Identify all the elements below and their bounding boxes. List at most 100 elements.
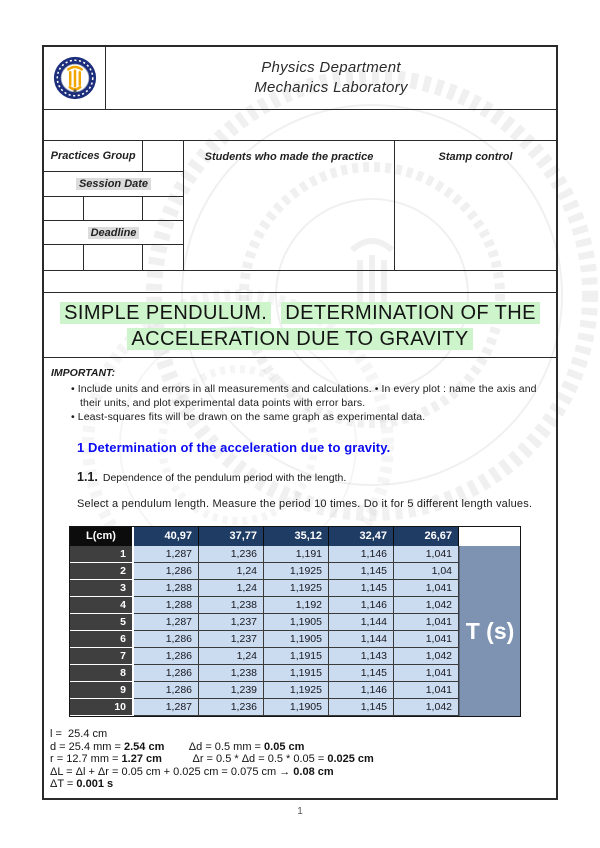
period-value-cell: 1,041: [394, 546, 459, 563]
period-value-cell: 1,146: [329, 546, 394, 563]
period-value-cell: 1,24: [199, 563, 264, 580]
period-value-cell: 1,24: [199, 648, 264, 665]
period-value-cell: 1,1925: [264, 563, 329, 580]
trial-number-cell: 9: [70, 682, 134, 699]
document-border-box: Physics Department Mechanics Laboratory …: [42, 45, 558, 800]
trial-number-cell: 8: [70, 665, 134, 682]
practice-info-form: Practices Group Session Date Deadline: [44, 141, 556, 271]
calc-line: l = 25.4 cm: [50, 728, 108, 740]
length-value-cell: 26,67: [394, 527, 459, 546]
length-header-cells: 40,97 37,77 35,12 32,47 26,67: [134, 527, 459, 546]
trial-number-cell: 1: [70, 546, 134, 563]
trial-number-cell: 3: [70, 580, 134, 597]
period-value-cell: 1,042: [394, 699, 459, 716]
period-value-cell: 1,042: [394, 597, 459, 614]
table-row: 5 1,287 1,237 1,1905 1,144 1,041: [70, 614, 459, 631]
title-box: SIMPLE PENDULUM. DETERMINATION OF THE ACC…: [44, 293, 556, 358]
department-line1: Physics Department: [261, 59, 401, 76]
main-content: IMPORTANT: • Include units and errors in…: [44, 358, 556, 798]
period-unit-label: T (s): [465, 617, 515, 644]
period-value-cell: 1,286: [134, 648, 199, 665]
trial-number-cell: 10: [70, 699, 134, 716]
department-header: Physics Department Mechanics Laboratory: [106, 47, 556, 109]
important-bullets: • Include units and errors in all measur…: [71, 382, 537, 424]
stamp-control-label: Stamp control: [438, 151, 513, 163]
period-value-cell: 1,145: [329, 563, 394, 580]
deadline-year-cell: [143, 245, 183, 270]
deadline-day-cell: [44, 245, 84, 270]
period-value-cell: 1,238: [199, 597, 264, 614]
period-value-cell: 1,1905: [264, 699, 329, 716]
period-value-cell: 1,287: [134, 546, 199, 563]
period-measurement-table: L(cm) 40,97 37,77 35,12 32,47 26,67 1 1,287 1,…: [69, 526, 521, 717]
period-value-cell: 1,04: [394, 563, 459, 580]
session-date-month-cell: [84, 197, 144, 220]
table-row: 6 1,286 1,237 1,1905 1,144 1,041: [70, 631, 459, 648]
period-value-cell: 1,041: [394, 614, 459, 631]
table-row: 3 1,288 1,24 1,1925 1,145 1,041: [70, 580, 459, 597]
period-value-cell: 1,144: [329, 631, 394, 648]
title-part2: DETERMINATION OF THE: [281, 302, 540, 324]
table-header-row: L(cm) 40,97 37,77 35,12 32,47 26,67: [70, 527, 520, 546]
period-value-cell: 1,239: [199, 682, 264, 699]
students-cell: Students who made the practice: [184, 141, 395, 270]
subsection-line: 1.1. Dependence of the pendulum period wi…: [77, 470, 556, 484]
table-row: 2 1,286 1,24 1,1925 1,145 1,04: [70, 563, 459, 580]
period-value-cell: 1,286: [134, 563, 199, 580]
page-title-line2: ACCELERATION DUE TO GRAVITY: [44, 326, 556, 352]
empty-band-top: [44, 110, 556, 141]
period-value-cell: 1,1915: [264, 648, 329, 665]
students-label: Students who made the practice: [204, 151, 374, 163]
department-line2: Mechanics Laboratory: [254, 79, 408, 96]
period-value-cell: 1,287: [134, 614, 199, 631]
session-date-day-cell: [44, 197, 84, 220]
deadline-label: Deadline: [44, 221, 183, 245]
instruction-text: Select a pendulum length. Measure the pe…: [77, 498, 533, 510]
important-bullet-2: • Least-squares fits will be drawn on th…: [71, 411, 426, 423]
header: Physics Department Mechanics Laboratory: [44, 47, 556, 110]
table-row: 10 1,287 1,236 1,1905 1,145 1,042: [70, 699, 459, 716]
length-corner-cell: L(cm): [70, 527, 134, 546]
period-value-cell: 1,286: [134, 682, 199, 699]
trial-number-cell: 2: [70, 563, 134, 580]
period-value-cell: 1,286: [134, 665, 199, 682]
period-value-cell: 1,236: [199, 546, 264, 563]
logo-cell: [44, 47, 106, 109]
form-left-column: Practices Group Session Date Deadline: [44, 141, 184, 270]
table-row: 7 1,286 1,24 1,1915 1,143 1,042: [70, 648, 459, 665]
period-value-cell: 1,286: [134, 631, 199, 648]
period-value-cell: 1,041: [394, 682, 459, 699]
calc-line: r = 12.7 mm = 1.27 cm Δr = 0.5 * Δd = 0.…: [50, 753, 374, 765]
length-value-cell: 35,12: [264, 527, 329, 546]
period-table-rows: 1 1,287 1,236 1,191 1,146 1,041 2 1,286 1,24 1,19…: [70, 546, 459, 716]
period-value-cell: 1,238: [199, 665, 264, 682]
table-row: 1 1,287 1,236 1,191 1,146 1,041: [70, 546, 459, 563]
important-label: IMPORTANT:: [51, 367, 116, 379]
empty-band-mid: [44, 271, 556, 293]
length-value-cell: 32,47: [329, 527, 394, 546]
period-unit-panel: T (s): [459, 546, 520, 716]
session-date-year-cell: [143, 197, 183, 220]
practices-group-label: Practices Group: [44, 141, 144, 171]
period-value-cell: 1,041: [394, 631, 459, 648]
calculations: l = 25.4 cm d = 25.4 mm = 2.54 cm Δd = 0.…: [50, 728, 556, 791]
session-date-label: Session Date: [44, 172, 183, 197]
subsection-number: 1.1.: [77, 470, 98, 484]
period-value-cell: 1,143: [329, 648, 394, 665]
calc-line: d = 25.4 mm = 2.54 cm Δd = 0.5 mm = 0.05…: [50, 740, 305, 753]
title-line2-text: ACCELERATION DUE TO GRAVITY: [127, 328, 473, 350]
period-value-cell: 1,1915: [264, 665, 329, 682]
practices-group-value-cell: [143, 141, 183, 171]
page-number: 1: [297, 806, 303, 817]
title-part1: SIMPLE PENDULUM.: [60, 302, 272, 324]
period-value-cell: 1,191: [264, 546, 329, 563]
period-value-cell: 1,145: [329, 699, 394, 716]
table-row: 9 1,286 1,239 1,1925 1,146 1,041: [70, 682, 459, 699]
period-value-cell: 1,24: [199, 580, 264, 597]
period-value-cell: 1,288: [134, 597, 199, 614]
period-value-cell: 1,144: [329, 614, 394, 631]
length-value-cell: 40,97: [134, 527, 199, 546]
period-value-cell: 1,145: [329, 580, 394, 597]
table-row: 8 1,286 1,238 1,1915 1,145 1,041: [70, 665, 459, 682]
